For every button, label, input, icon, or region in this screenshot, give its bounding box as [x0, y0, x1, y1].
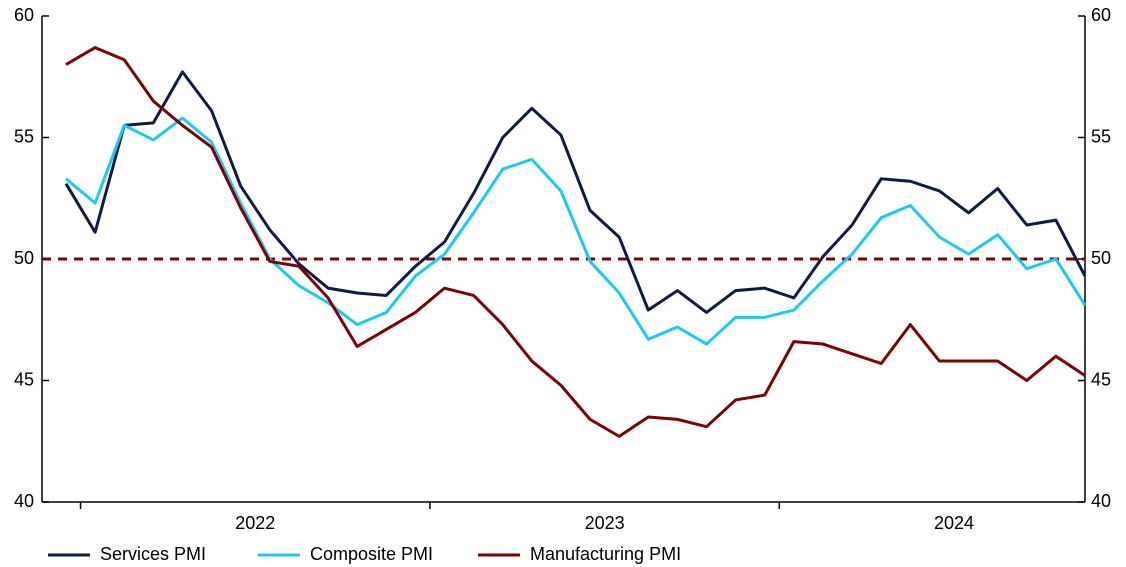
- series-line: [65, 116, 1087, 346]
- x-tick-label: 2024: [934, 513, 974, 533]
- series-line: [64, 70, 1087, 314]
- y2-tick-label: 55: [1091, 126, 1111, 146]
- legend-label: Composite PMI: [310, 544, 433, 564]
- legend-label: Services PMI: [100, 544, 206, 564]
- y-tick-label: 45: [14, 369, 34, 389]
- x-tick-label: 2023: [585, 513, 625, 533]
- x-tick-label: 2022: [235, 513, 275, 533]
- legend-label: Manufacturing PMI: [530, 544, 681, 564]
- y-tick-label: 50: [14, 248, 34, 268]
- y2-tick-label: 60: [1091, 5, 1111, 25]
- y-tick-label: 55: [14, 126, 34, 146]
- y-tick-label: 40: [14, 491, 34, 511]
- y2-tick-label: 45: [1091, 369, 1111, 389]
- y2-tick-label: 40: [1091, 491, 1111, 511]
- y2-tick-label: 50: [1091, 248, 1111, 268]
- series-line: [65, 46, 1086, 438]
- y-tick-label: 60: [14, 5, 34, 25]
